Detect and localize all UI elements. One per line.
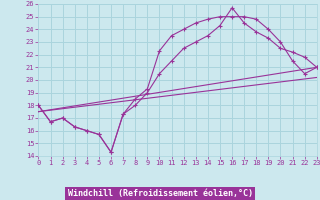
Text: Windchill (Refroidissement éolien,°C): Windchill (Refroidissement éolien,°C) [68, 189, 252, 198]
